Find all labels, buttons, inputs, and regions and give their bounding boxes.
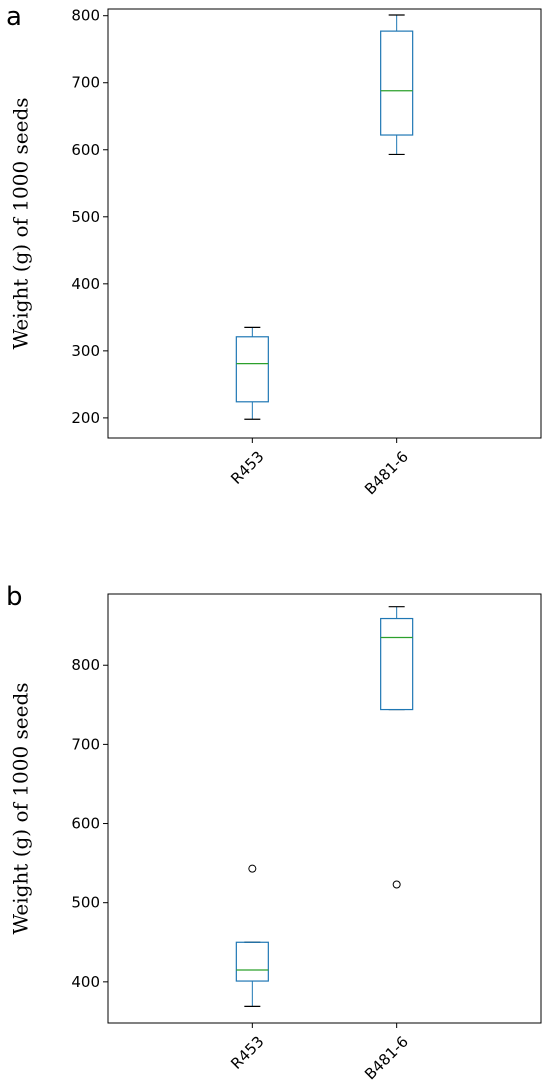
- x-tick-label: R453: [227, 448, 267, 488]
- plot-frame: [107, 8, 542, 439]
- y-tick-label: 500: [71, 208, 100, 226]
- x-tick-label: B481-6: [361, 1033, 412, 1084]
- box-r453: [235, 941, 269, 982]
- y-tick-label: 400: [71, 275, 100, 293]
- y-tick-label: 500: [71, 894, 100, 912]
- y-tick-label: 200: [71, 409, 100, 427]
- y-tick-label: 700: [71, 735, 100, 753]
- y-tick-label: 600: [71, 141, 100, 159]
- y-axis-label: Weight (g) of 1000 seeds: [9, 97, 33, 349]
- boxplot-chart-a: 200 300 400 500 600 700 800 R453 B481-6 Weight (g…: [9, 7, 542, 499]
- x-tick-label: R453: [227, 1033, 267, 1073]
- y-tick-label: 300: [71, 342, 100, 360]
- box-r453: [235, 336, 269, 403]
- box-b481-6: [380, 30, 414, 136]
- box-b481-6: [380, 617, 414, 711]
- y-tick-label: 700: [71, 74, 100, 92]
- y-axis-label: Weight (g) of 1000 seeds: [9, 682, 33, 934]
- outlier-point: [392, 880, 401, 889]
- y-tick-label: 800: [71, 7, 100, 25]
- x-tick-label: B481-6: [361, 448, 412, 499]
- plot-frame: [107, 593, 542, 1024]
- boxplot-chart-b: 400 500 600 700 800 R453 B481-6 Weight (g) of 1…: [9, 593, 542, 1084]
- y-tick-label: 600: [71, 815, 100, 833]
- outlier-point: [248, 864, 257, 873]
- y-tick-label: 400: [71, 973, 100, 991]
- y-tick-label: 800: [71, 656, 100, 674]
- panel-label-b: b: [6, 582, 23, 612]
- panel-label-a: a: [6, 2, 22, 32]
